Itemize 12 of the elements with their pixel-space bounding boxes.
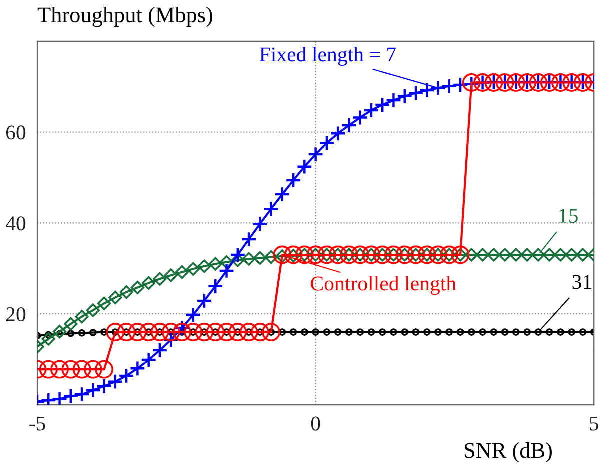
y-axis-title: Throughput (Mbps) bbox=[38, 6, 212, 28]
y-tick-label: 40 bbox=[6, 216, 26, 231]
series-label: 15 bbox=[560, 209, 578, 224]
y-tick-label: 20 bbox=[6, 307, 26, 322]
series-label: Fixed length = 7 bbox=[260, 47, 396, 66]
series-label: 31 bbox=[572, 275, 592, 290]
x-tick-label: 0 bbox=[311, 416, 320, 431]
x-tick-label: -5 bbox=[30, 416, 46, 431]
x-tick-label: 5 bbox=[590, 416, 599, 431]
legend-label: Controlled length bbox=[311, 276, 456, 296]
y-tick-label: 60 bbox=[6, 126, 26, 140]
x-axis-title: SNR (dB) bbox=[464, 442, 552, 463]
